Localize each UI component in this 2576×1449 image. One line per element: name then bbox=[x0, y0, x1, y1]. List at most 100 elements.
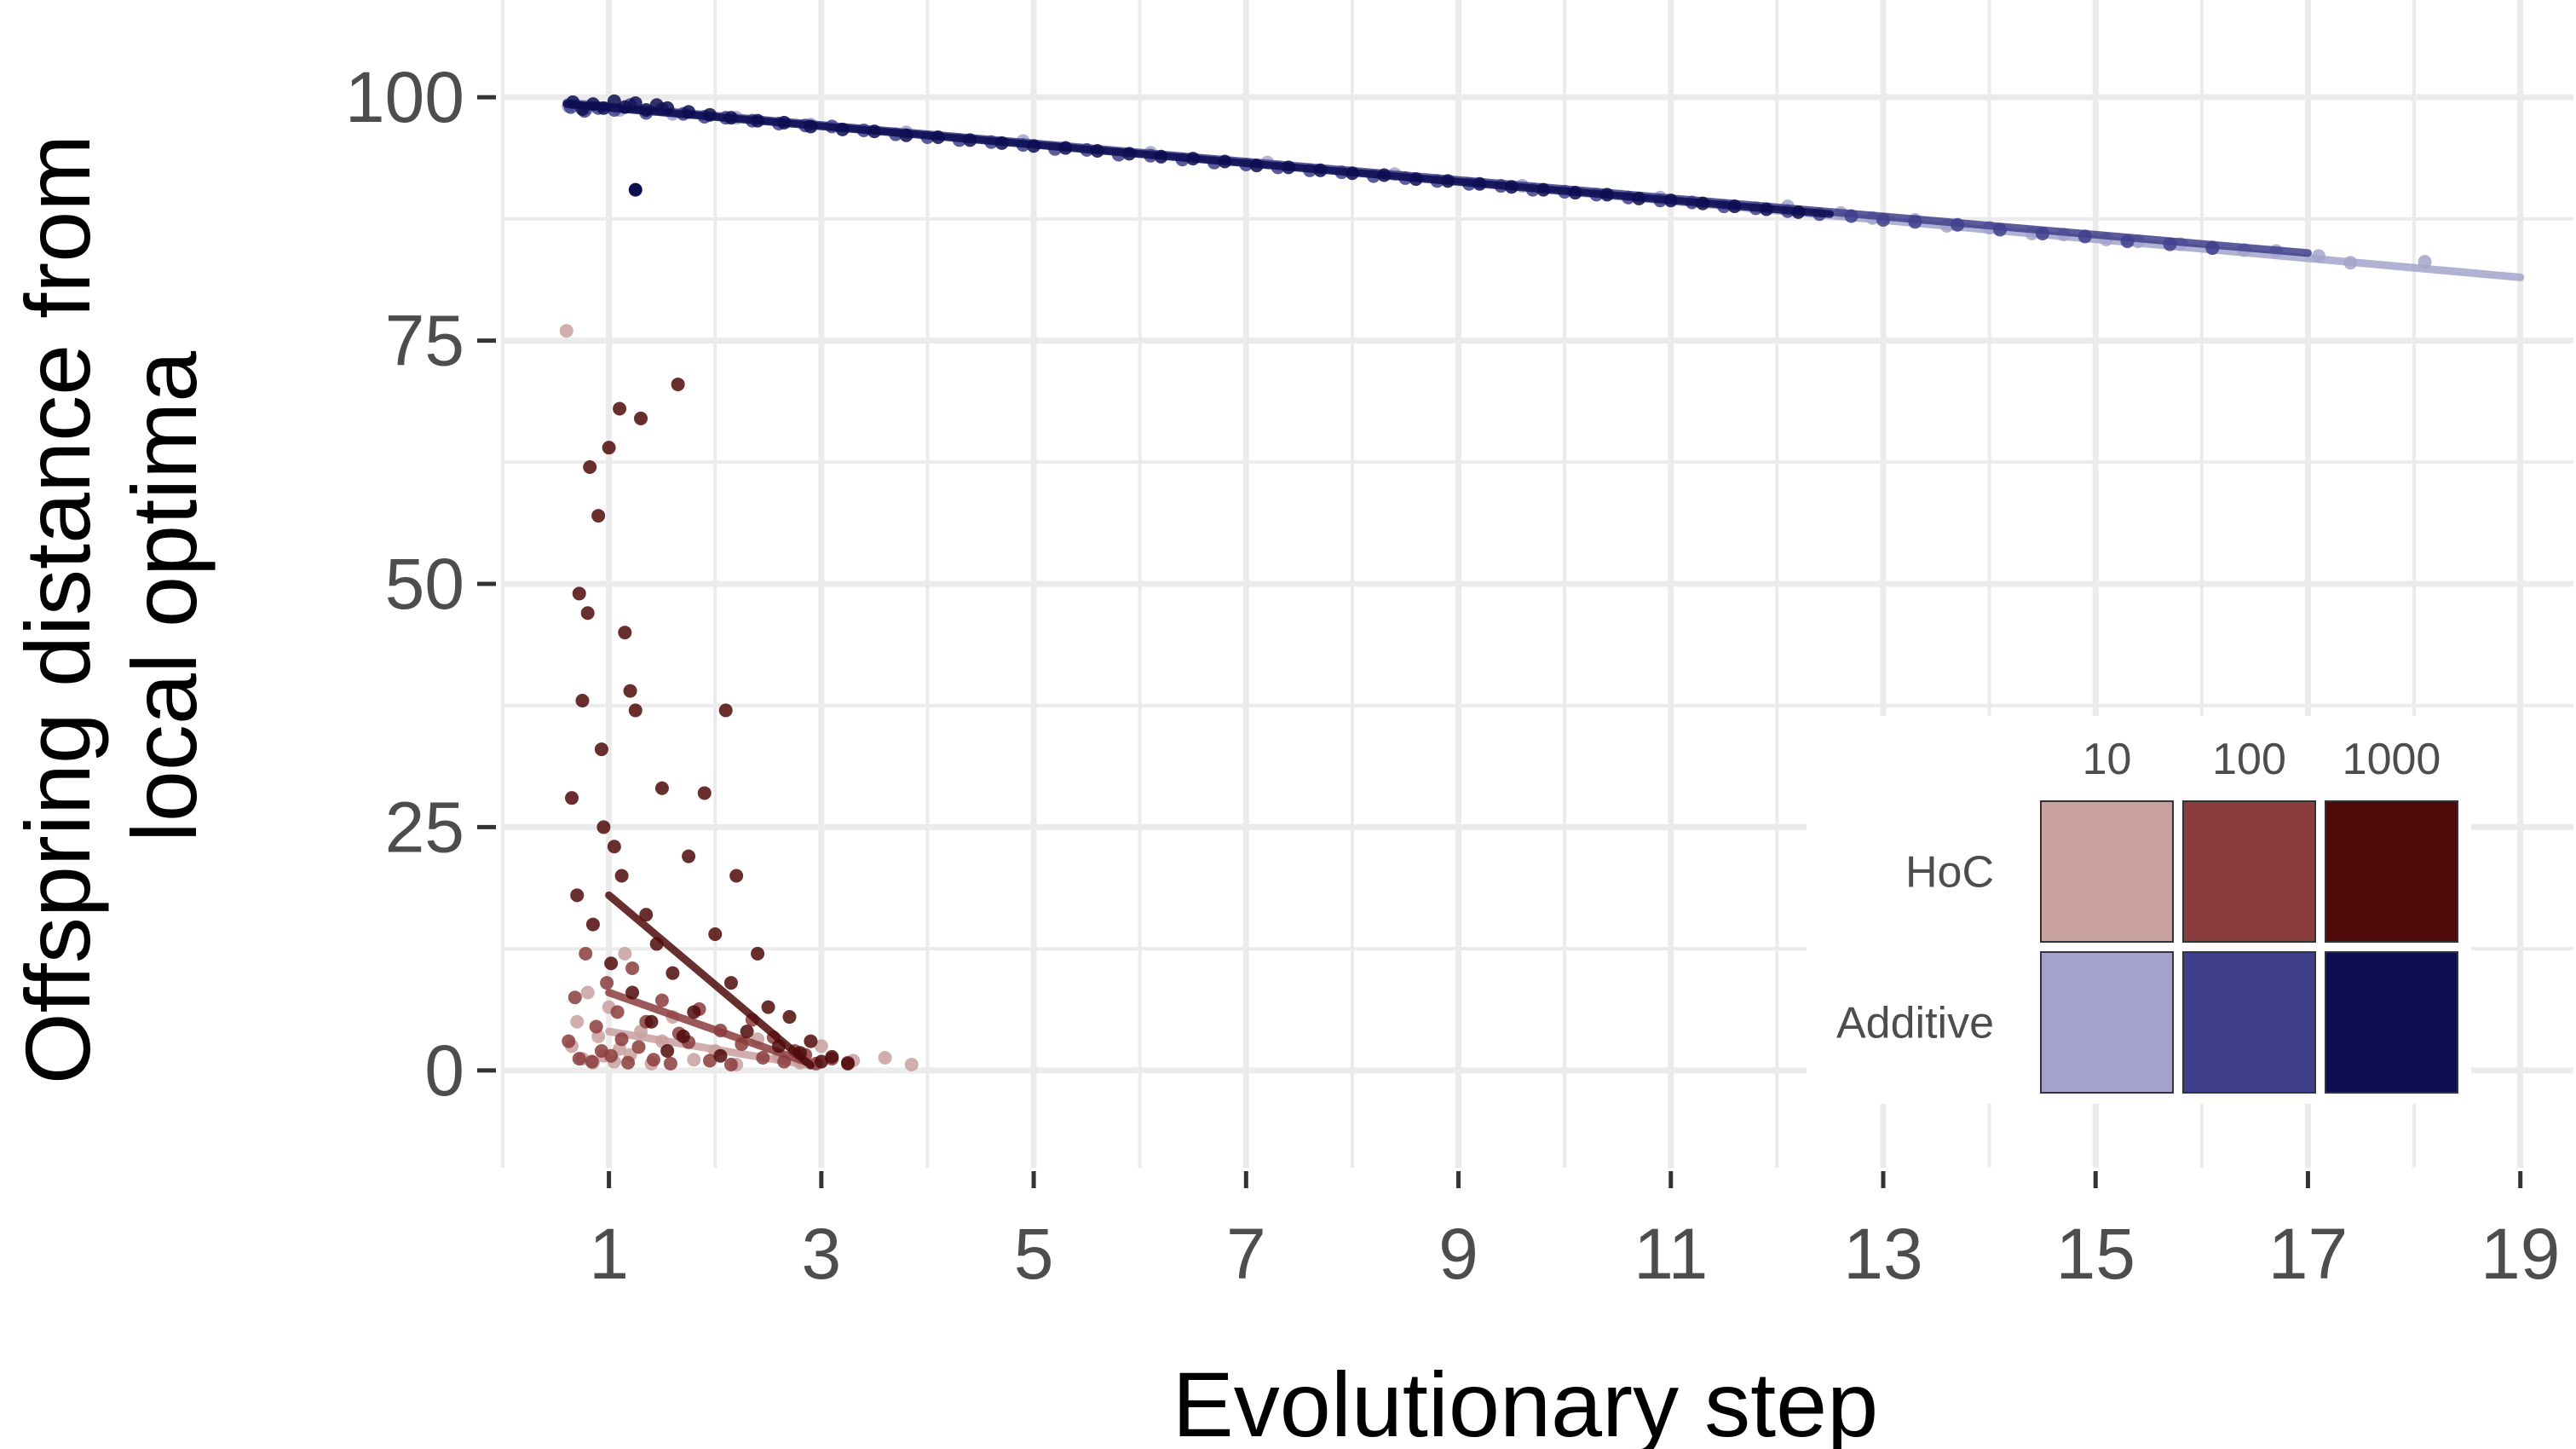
data-point bbox=[604, 1048, 619, 1063]
data-point bbox=[756, 1050, 770, 1065]
x-tick-label: 17 bbox=[2268, 1214, 2348, 1294]
y-axis-title-line-2: local optima bbox=[112, 350, 216, 842]
data-point bbox=[568, 990, 582, 1005]
series-additive-1000 bbox=[562, 94, 1835, 219]
data-point bbox=[604, 956, 619, 971]
y-tick-label: 0 bbox=[424, 1030, 464, 1111]
legend-swatch-additive-1000 bbox=[2325, 951, 2458, 1094]
data-point bbox=[585, 917, 600, 932]
data-point bbox=[723, 976, 738, 990]
legend-swatch-hoc-1000 bbox=[2325, 800, 2458, 943]
x-tick-label: 15 bbox=[2056, 1214, 2135, 1294]
series-hoc-1000 bbox=[565, 377, 855, 1071]
y-axis-title: Offspring distance from local optima bbox=[6, 109, 216, 1085]
x-tick-label: 9 bbox=[1438, 1214, 1478, 1294]
x-axis-title: Evolutionary step bbox=[1173, 1353, 1878, 1449]
data-point bbox=[596, 820, 611, 834]
x-tick-label: 3 bbox=[801, 1214, 841, 1294]
data-point bbox=[825, 1049, 839, 1064]
data-point bbox=[740, 1025, 754, 1039]
data-point bbox=[634, 411, 648, 425]
data-point bbox=[580, 985, 595, 1000]
y-tick-label: 50 bbox=[385, 544, 464, 624]
data-point bbox=[814, 1054, 828, 1069]
data-point bbox=[575, 694, 590, 707]
x-tick-label: 7 bbox=[1226, 1214, 1266, 1294]
data-point bbox=[904, 1057, 919, 1071]
data-point bbox=[580, 606, 595, 621]
data-point bbox=[841, 1056, 855, 1071]
data-point bbox=[589, 1019, 603, 1034]
legend-swatch-additive-100 bbox=[2182, 951, 2316, 1094]
y-tick-label: 100 bbox=[345, 57, 464, 137]
data-point bbox=[591, 509, 606, 523]
data-layer bbox=[559, 94, 2525, 1071]
trend-line bbox=[562, 100, 1835, 218]
data-point bbox=[782, 1010, 797, 1025]
data-point bbox=[607, 840, 621, 854]
data-point-outlier bbox=[628, 182, 643, 197]
data-point bbox=[572, 586, 586, 601]
y-tick-label: 25 bbox=[385, 787, 464, 867]
data-point bbox=[585, 1054, 599, 1069]
y-axis-title-line-1: Offspring distance from bbox=[6, 135, 109, 1085]
data-point bbox=[628, 703, 643, 718]
x-tick-label: 19 bbox=[2481, 1214, 2560, 1294]
data-point bbox=[804, 1034, 818, 1048]
trend-line bbox=[605, 891, 815, 1070]
data-point bbox=[676, 1029, 690, 1043]
data-point bbox=[814, 1039, 828, 1054]
data-point bbox=[671, 377, 685, 391]
data-point bbox=[703, 1054, 717, 1068]
data-point bbox=[878, 1050, 892, 1065]
legend-row-label: Additive bbox=[1836, 999, 1994, 1048]
data-point bbox=[646, 1053, 660, 1067]
data-point bbox=[562, 1034, 576, 1048]
data-point bbox=[559, 324, 573, 338]
legend-row-label: HoC bbox=[1905, 848, 1994, 898]
data-point bbox=[687, 1005, 701, 1019]
data-point bbox=[583, 460, 597, 474]
data-point bbox=[631, 1040, 646, 1054]
data-point bbox=[625, 985, 640, 1000]
legend-column-label: 1000 bbox=[2343, 735, 2441, 784]
data-point bbox=[654, 781, 669, 795]
data-point bbox=[713, 1048, 728, 1063]
data-point bbox=[614, 1032, 629, 1047]
data-point bbox=[663, 1056, 677, 1071]
data-point bbox=[610, 1005, 625, 1019]
data-point bbox=[682, 849, 696, 863]
legend-column-label: 10 bbox=[2083, 735, 2132, 784]
data-point bbox=[565, 791, 579, 805]
data-point bbox=[625, 961, 640, 975]
x-tick-label: 13 bbox=[1843, 1214, 1922, 1294]
data-point bbox=[570, 1014, 585, 1029]
data-point bbox=[729, 869, 744, 883]
data-point bbox=[594, 742, 608, 757]
x-tick-label: 1 bbox=[589, 1214, 629, 1294]
data-point bbox=[644, 1014, 659, 1029]
data-point bbox=[614, 869, 629, 883]
data-point bbox=[639, 908, 654, 922]
data-point bbox=[579, 946, 593, 961]
legend-swatch-hoc-100 bbox=[2182, 800, 2316, 943]
data-point bbox=[623, 684, 637, 698]
data-point bbox=[660, 1044, 675, 1058]
x-tick-label: 11 bbox=[1634, 1214, 1708, 1294]
legend: 10 100 1000 HoC Additive bbox=[1807, 716, 2471, 1104]
trend-line bbox=[605, 1027, 815, 1070]
data-point bbox=[600, 976, 614, 990]
data-point bbox=[666, 966, 680, 980]
data-point bbox=[602, 441, 616, 455]
data-point bbox=[718, 703, 733, 718]
legend-column-label: 100 bbox=[2212, 735, 2286, 784]
data-point bbox=[613, 401, 627, 416]
data-point bbox=[654, 993, 669, 1007]
data-point bbox=[723, 1057, 738, 1071]
data-point bbox=[761, 1000, 775, 1014]
legend-swatch-hoc-10 bbox=[2040, 800, 2174, 943]
data-point bbox=[751, 946, 765, 961]
data-point bbox=[687, 1053, 701, 1067]
